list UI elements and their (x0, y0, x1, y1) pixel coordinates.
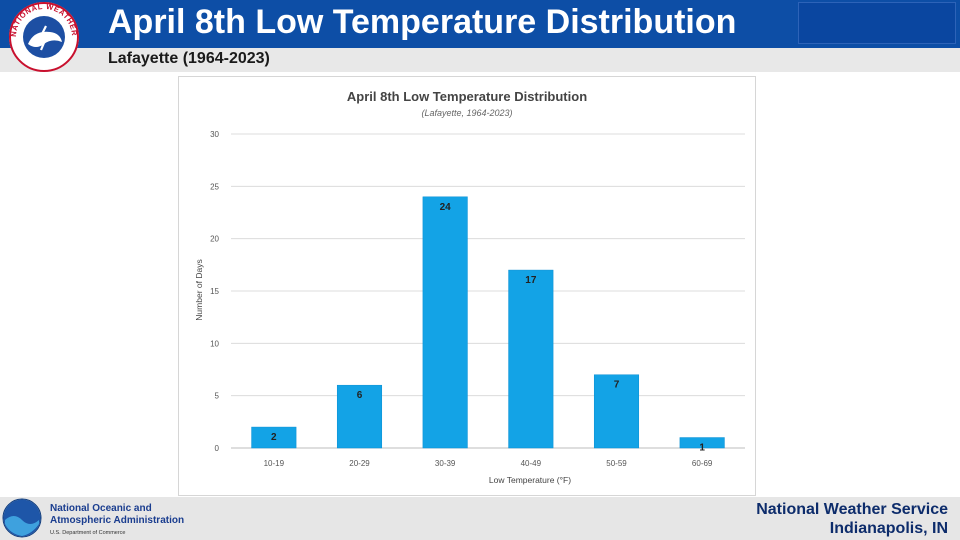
bar-chart: April 8th Low Temperature Distribution (… (194, 89, 745, 485)
noaa-line3: U.S. Department of Commerce (50, 530, 126, 536)
nws-logo: NATIONAL WEATHER SERVICE (4, 0, 79, 72)
chart-subtitle: (Lafayette, 1964-2023) (421, 108, 512, 118)
y-tick-label: 10 (210, 339, 219, 348)
page-title: April 8th Low Temperature Distribution (108, 3, 737, 41)
noaa-name: National Oceanic and Atmospheric Adminis… (50, 503, 184, 539)
bar (679, 437, 725, 449)
y-axis-label: Number of Days (194, 259, 204, 320)
x-tick-label: 20-29 (349, 459, 370, 468)
noaa-line1: National Oceanic and (50, 503, 152, 514)
x-tick-label: 50-59 (606, 459, 627, 468)
grid-layer: 0 5 10 15 20 25 30 (210, 130, 745, 453)
bar-data-label: 1 (699, 443, 705, 454)
nws-line2: Indianapolis, IN (829, 520, 948, 537)
nws-office: National Weather Service Indianapolis, I… (756, 500, 948, 538)
bar (251, 426, 297, 449)
bar (336, 384, 383, 449)
bar-data-label: 17 (525, 275, 537, 286)
chart-frame: April 8th Low Temperature Distribution (… (178, 76, 756, 496)
noaa-logo (2, 498, 42, 538)
x-axis-label: Low Temperature (°F) (489, 475, 571, 485)
x-tick-label: 60-69 (692, 459, 713, 468)
bar (508, 269, 554, 449)
bar-layer: 2 10-19 6 20-29 24 30-39 17 40-49 7 50-59 1 60-69 (251, 196, 725, 468)
bar (422, 196, 468, 449)
bar-data-label: 7 (614, 380, 620, 391)
bar-data-label: 2 (271, 432, 277, 443)
nws-line1: National Weather Service (756, 501, 948, 518)
header-box (798, 2, 956, 44)
footer-bar: National Oceanic and Atmospheric Adminis… (0, 497, 960, 540)
chart-title: April 8th Low Temperature Distribution (347, 89, 587, 104)
y-tick-label: 15 (210, 287, 219, 296)
x-tick-label: 40-49 (521, 459, 542, 468)
y-tick-label: 5 (215, 392, 220, 401)
y-tick-label: 25 (210, 182, 219, 191)
y-tick-label: 0 (215, 444, 220, 453)
subheader-bar: Lafayette (1964-2023) (0, 48, 960, 72)
bar-data-label: 24 (440, 202, 452, 213)
y-tick-label: 20 (210, 235, 219, 244)
bar (593, 374, 640, 449)
x-tick-label: 10-19 (264, 459, 285, 468)
x-tick-label: 30-39 (435, 459, 456, 468)
noaa-line2: Atmospheric Administration (50, 515, 185, 526)
y-tick-label: 30 (210, 130, 219, 139)
bar-data-label: 6 (357, 390, 363, 401)
header-bar: April 8th Low Temperature Distribution (0, 0, 960, 48)
page-subtitle: Lafayette (1964-2023) (108, 50, 270, 67)
